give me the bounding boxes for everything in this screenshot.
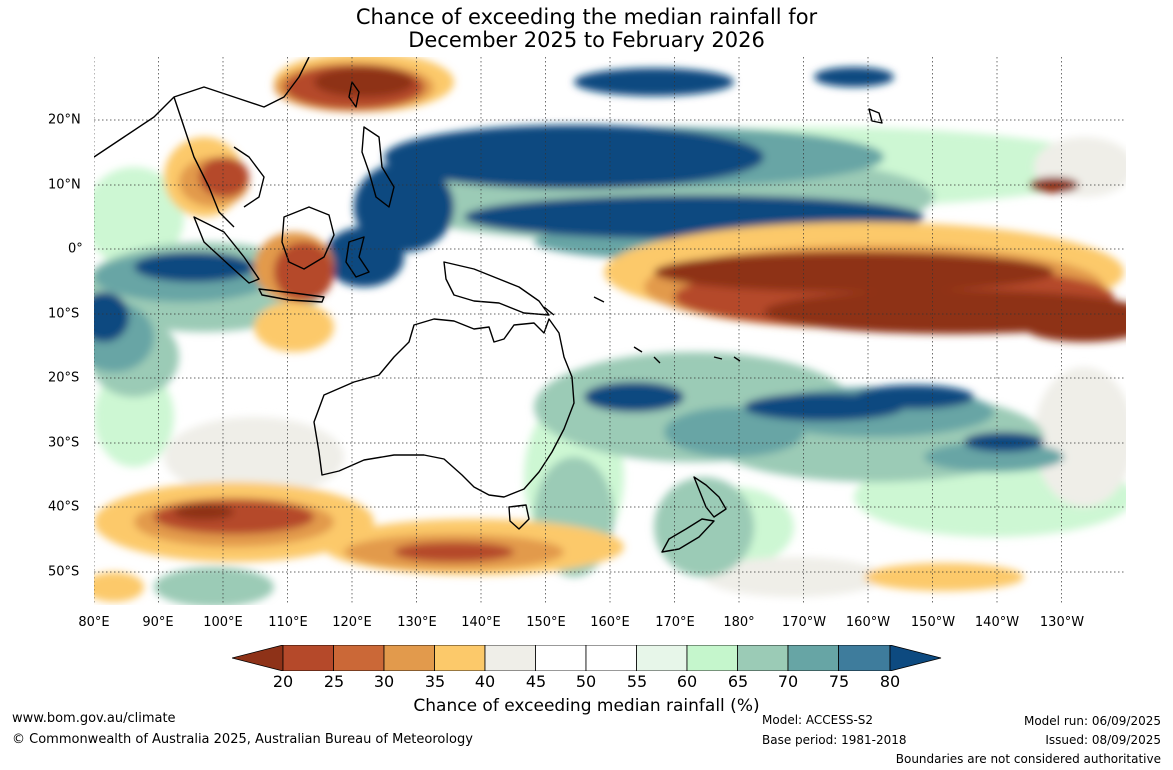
x-tick-label: 140°W [974,615,1020,630]
java-coast [258,288,325,303]
x-tick-label: 180° [723,615,755,630]
colorbar-swatch [737,645,789,671]
colorbar-swatch [484,645,536,671]
x-tick-label: 130°E [397,615,437,630]
colorbar-tick: 35 [424,672,446,691]
colorbar-swatch [535,645,587,671]
x-tick-label: 90°E [142,615,174,630]
dark-brown-areas [174,67,1126,520]
colorbar-swatch [585,645,637,671]
sulawesi-coast [345,236,370,278]
colorbar-title: Chance of exceeding median rainfall (%) [413,696,760,716]
colorbar-tick: 30 [373,672,395,691]
model-text: Model: ACCESS-S2 [762,713,874,727]
x-tick-label: 120°E [332,615,372,630]
x-tick-label: 170°W [781,615,827,630]
colorbar-tick: 25 [323,672,345,691]
colorbar-high-arrow [889,645,942,671]
se-asia-coast [94,57,310,228]
map-title-line2: December 2025 to February 2026 [408,28,765,52]
sumatra-coast [193,216,260,284]
boundaries-disclaimer: Boundaries are not considered authoritat… [895,752,1161,766]
colorbar-swatch [333,645,385,671]
model-run-text: Model run: 06/09/2025 [1023,714,1161,728]
issued-text: Issued: 08/09/2025 [1045,733,1161,747]
colorbar-swatch [838,645,891,671]
y-tick-label: 10°S [48,306,80,322]
colorbar-swatch [636,645,688,671]
x-tick-label: 150°E [526,615,566,630]
x-tick-label: 150°W [910,615,956,630]
colorbar-swatch [434,645,486,671]
graticule [94,57,1126,605]
y-tick-label: 40°S [48,499,80,515]
colorbar-swatch [686,645,738,671]
y-tick-label: 20°N [48,112,81,128]
y-tick-label: 10°N [48,177,81,193]
x-tick-label: 140°E [461,615,501,630]
colorbar-tick: 80 [879,672,901,691]
colorbar-tick: 45 [525,672,547,691]
taiwan-coast [348,81,360,108]
colorbar-tick: 75 [828,672,850,691]
x-tick-label: 110°E [268,615,308,630]
y-tick-label: 0° [68,241,83,257]
new-guinea-coast [443,261,550,316]
philippines-coast [361,126,395,208]
website-link[interactable]: www.bom.gov.au/climate [12,711,176,726]
x-tick-label: 80°E [78,615,110,630]
colorbar-tick: 55 [626,672,648,691]
y-tick-label: 20°S [48,370,80,386]
x-tick-label: 100°E [203,615,243,630]
dark-blue-areas [94,67,1044,452]
x-tick-label: 170°E [655,615,695,630]
rainfall-map [94,57,1126,605]
borneo-coast [281,206,335,270]
colorbar-swatch [787,645,839,671]
copyright-text: © Commonwealth of Australia 2025, Austra… [12,732,473,747]
colorbar-tick: 65 [727,672,749,691]
colorbar-tick: 40 [474,672,496,691]
colorbar-tick: 20 [272,672,294,691]
colorbar-swatch [383,645,435,671]
colorbar [232,645,942,671]
colorbar-swatch [282,645,334,671]
pacific-islands [543,296,741,364]
x-tick-label: 160°W [845,615,891,630]
colorbar-tick: 70 [777,672,799,691]
colorbar-tick: 50 [575,672,597,691]
coastlines [94,57,883,553]
tasmania-coast [508,504,530,530]
x-tick-label: 130°W [1039,615,1085,630]
australia-coast [313,318,575,498]
colorbar-low-arrow [232,645,284,671]
y-tick-label: 50°S [48,564,80,580]
y-tick-label: 30°S [48,435,80,451]
map-title-line1: Chance of exceeding the median rainfall … [355,5,818,29]
base-period-text: Base period: 1981-2018 [762,733,907,747]
hawaii-coast [868,108,883,124]
colorbar-tick: 60 [676,672,698,691]
new-zealand-south [661,518,715,553]
x-tick-label: 160°E [590,615,630,630]
